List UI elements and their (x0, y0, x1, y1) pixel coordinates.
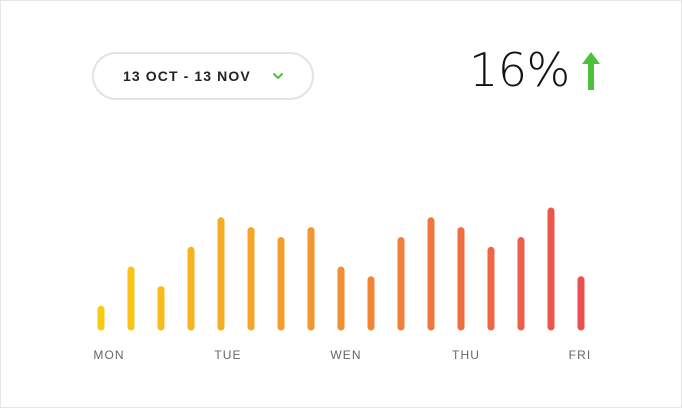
x-tick-wen: WEN (330, 348, 361, 362)
x-tick-mon: MON (93, 348, 124, 362)
x-tick-fri: FRI (569, 348, 592, 362)
x-tick-tue: TUE (214, 348, 241, 362)
bar-series (97, 207, 585, 331)
percentage-value: 16% (469, 43, 570, 97)
chevron-down-icon (273, 73, 283, 79)
arrow-up-icon (581, 52, 600, 90)
x-tick-thu: THU (452, 348, 480, 362)
x-axis-labels: MON TUE WEN THU FRI (93, 348, 592, 362)
date-range-dropdown[interactable]: 13 OCT - 13 NOV (92, 52, 314, 100)
date-range-label: 13 OCT - 13 NOV (123, 68, 251, 84)
metric-summary: 16% (469, 47, 602, 93)
